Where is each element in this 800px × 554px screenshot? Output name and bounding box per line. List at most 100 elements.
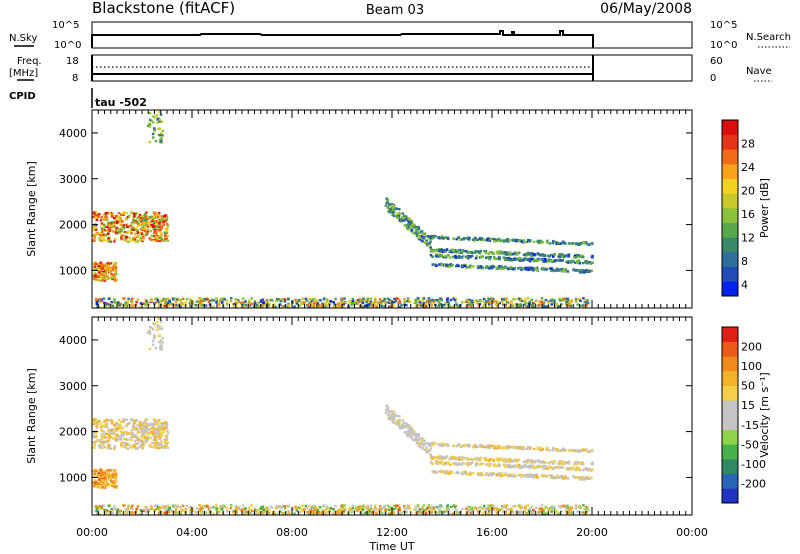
- echo-cell: [116, 220, 119, 223]
- echo-cell: [212, 305, 215, 308]
- echo-cell: [334, 504, 337, 508]
- echo-cell: [229, 299, 233, 303]
- echo-cell: [157, 317, 161, 320]
- echo-cell: [573, 254, 577, 258]
- echo-cell: [487, 510, 491, 513]
- echo-cell: [518, 258, 521, 261]
- echo-cell: [458, 462, 461, 465]
- echo-cell: [451, 263, 454, 267]
- echo-cell: [566, 477, 570, 480]
- echo-cell: [92, 262, 95, 266]
- echo-cell: [465, 266, 468, 269]
- echo-cell: [540, 267, 544, 271]
- echo-cell: [138, 439, 142, 443]
- echo-cell: [101, 484, 105, 488]
- echo-cell: [495, 266, 498, 269]
- echo-cell: [524, 464, 527, 467]
- echo-cell: [513, 458, 517, 461]
- echo-cell: [95, 439, 99, 442]
- echo-cell: [100, 442, 103, 445]
- echo-cell: [100, 298, 103, 301]
- echo-cell: [94, 421, 98, 424]
- echo-cell: [138, 445, 142, 448]
- echo-cell: [394, 507, 398, 510]
- echo-cell: [121, 427, 124, 430]
- echo-cell: [555, 302, 559, 306]
- echo-cell: [145, 439, 149, 442]
- echo-cell: [152, 220, 156, 223]
- echo-cell: [111, 213, 114, 216]
- echo-cell: [504, 446, 508, 450]
- echo-cell: [539, 254, 542, 257]
- echo-cell: [517, 267, 520, 270]
- echo-cell: [130, 301, 134, 304]
- echo-cell: [366, 304, 370, 307]
- echo-cell: [439, 297, 442, 300]
- echo-cell: [287, 302, 290, 306]
- echo-cell: [304, 504, 308, 508]
- echo-cell: [582, 241, 585, 245]
- echo-cell: [158, 305, 161, 308]
- echo-cell: [534, 466, 537, 469]
- echo-cell: [130, 299, 133, 302]
- echo-cell: [152, 434, 156, 437]
- echo-cell: [588, 468, 591, 471]
- echo-cell: [157, 507, 160, 510]
- colorbar-swatch: [722, 164, 738, 179]
- echo-cell: [576, 510, 579, 513]
- time-axis: 00:00 04:00 08:00 12:00 16:00 20:00 00:00: [76, 526, 708, 539]
- echo-cell: [525, 512, 528, 515]
- echo-cell: [455, 512, 459, 515]
- echo-cell: [457, 458, 461, 461]
- echo-cell: [489, 255, 492, 259]
- echo-cell: [392, 208, 396, 211]
- echo-cell: [584, 301, 588, 304]
- echo-cell: [351, 509, 355, 512]
- echo-cell: [150, 445, 154, 449]
- echo-cell: [523, 506, 527, 510]
- echo-cell: [107, 471, 110, 475]
- echo-cell: [142, 426, 145, 429]
- echo-cell: [151, 217, 155, 221]
- echo-cell: [497, 237, 501, 241]
- echo-cell: [528, 259, 532, 263]
- colorbar-tick-label: -100: [741, 458, 766, 471]
- echo-cell: [416, 297, 420, 300]
- echo-cell: [526, 297, 530, 300]
- echo-cell: [102, 270, 105, 274]
- echo-cell: [542, 511, 545, 514]
- echo-cell: [108, 240, 112, 243]
- echo-cell: [156, 121, 159, 124]
- echo-cell: [103, 486, 107, 489]
- freq-panel-frame: [91, 54, 693, 82]
- nsearch-tick-top: 10^5: [710, 20, 737, 31]
- echo-cell: [101, 265, 105, 268]
- echo-cell: [110, 221, 113, 224]
- echo-cell: [509, 464, 513, 468]
- echo-cell: [423, 241, 427, 245]
- echo-cell: [569, 506, 573, 509]
- echo-cell: [137, 215, 141, 218]
- echo-cell: [419, 442, 422, 445]
- echo-cell: [218, 510, 221, 514]
- echo-cell: [439, 303, 442, 306]
- echo-cell: [158, 327, 161, 330]
- echo-cell: [255, 510, 258, 514]
- echo-cell: [99, 504, 102, 508]
- echo-cell: [458, 255, 461, 258]
- echo-cell: [446, 444, 450, 448]
- echo-cell: [148, 118, 152, 122]
- echo-cell: [499, 239, 503, 243]
- range-tick-label: 3000: [59, 380, 87, 393]
- echo-cell: [500, 457, 503, 460]
- echo-cell: [144, 505, 148, 509]
- echo-cell: [126, 225, 129, 229]
- echo-cell: [195, 507, 199, 510]
- echo-cell: [114, 266, 118, 269]
- echo-cell: [142, 432, 146, 435]
- echo-cell: [544, 505, 548, 509]
- echo-cell: [164, 214, 167, 217]
- echo-cell: [153, 509, 156, 512]
- echo-cell: [492, 252, 496, 255]
- echo-cell: [363, 298, 367, 302]
